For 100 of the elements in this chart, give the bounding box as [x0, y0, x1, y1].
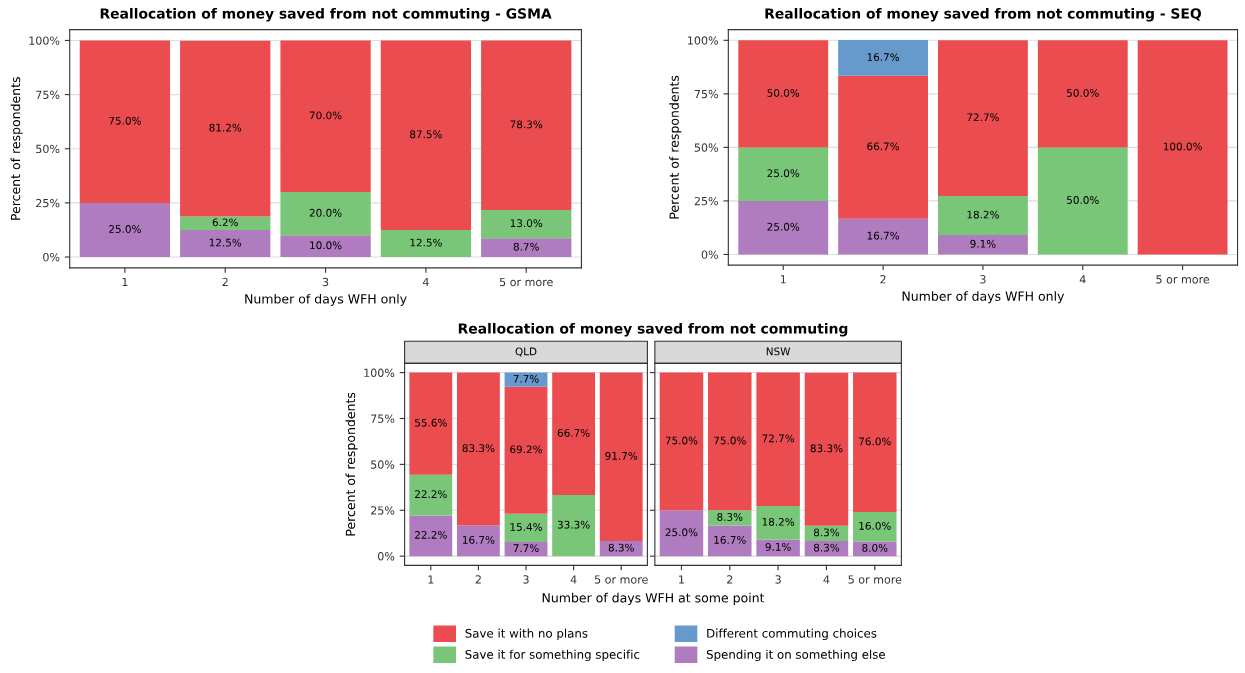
bar	[380, 229, 472, 258]
x-tick-label: 4	[823, 575, 830, 584]
bar	[659, 510, 704, 557]
x-tick-label: 3	[523, 575, 529, 584]
data-label: 16.7%	[867, 231, 900, 240]
chart-subtitle: QLD	[515, 347, 537, 357]
data-label: 8.3%	[813, 528, 840, 537]
x-tick-label: 3	[980, 275, 986, 284]
data-label: 8.3%	[608, 543, 634, 552]
x-tick-label: 3	[775, 575, 781, 584]
bar	[280, 40, 371, 193]
x-tick-label: 4	[422, 277, 429, 287]
data-label: 81.2%	[209, 123, 242, 132]
data-label: 75.0%	[665, 436, 698, 445]
bar	[504, 542, 548, 557]
bar	[552, 495, 596, 557]
data-label: 87.5%	[410, 130, 442, 139]
bar	[380, 40, 472, 230]
x-tick-label: 3	[322, 277, 329, 287]
y-tick-label: 75%	[36, 90, 60, 99]
bar	[738, 147, 829, 201]
bar	[804, 372, 849, 526]
data-label: 100.0%	[1163, 142, 1202, 151]
bar	[280, 235, 371, 258]
x-tick-label: 2	[880, 275, 886, 284]
data-label: 76.0%	[859, 437, 891, 446]
data-label: 50.0%	[767, 89, 800, 97]
y-tick-label: 0%	[378, 552, 395, 561]
data-label: 12.5%	[410, 238, 442, 247]
bar	[504, 386, 548, 514]
bar	[409, 372, 453, 475]
legend-label: Spending it on something else	[706, 649, 886, 662]
data-label: 16.7%	[714, 535, 746, 544]
x-axis-title: Number of days WFH only	[245, 293, 407, 306]
x-tick-label: 1	[780, 275, 786, 284]
bar	[1037, 40, 1128, 148]
bar	[180, 216, 271, 230]
y-tick-label: 25%	[371, 506, 395, 515]
data-label: 22.2%	[415, 490, 447, 499]
data-label: 8.3%	[717, 513, 743, 521]
data-label: 83.3%	[810, 444, 843, 453]
bar	[659, 372, 704, 511]
y-tick-label: 100%	[364, 368, 395, 377]
bar	[938, 196, 1028, 235]
y-axis-title: Percent of respondents	[345, 392, 358, 536]
x-tick-label: 2	[222, 277, 228, 287]
data-label: 55.6%	[415, 418, 447, 427]
data-label: 50.0%	[1067, 89, 1099, 97]
data-label: 22.2%	[415, 530, 447, 539]
data-label: 25.0%	[109, 225, 141, 233]
data-label: 7.7%	[513, 544, 539, 553]
data-label: 18.2%	[967, 210, 999, 219]
x-tick-label: 5 or more	[499, 277, 553, 287]
y-tick-label: 50%	[36, 144, 60, 154]
y-tick-label: 25%	[694, 196, 718, 206]
y-axis-title: Percent of respondents	[10, 77, 23, 220]
bar	[853, 512, 897, 542]
bar	[738, 40, 829, 148]
bar	[456, 372, 500, 526]
data-label: 15.4%	[510, 523, 542, 531]
y-tick-label: 100%	[688, 36, 718, 45]
bar	[708, 372, 752, 511]
data-label: 9.1%	[765, 542, 791, 551]
data-label: 66.7%	[867, 142, 900, 151]
y-tick-label: 75%	[371, 414, 395, 423]
data-label: 78.3%	[510, 120, 543, 129]
x-tick-label: 5 or more	[594, 575, 648, 584]
bar	[853, 541, 897, 557]
data-label: 25.0%	[767, 169, 800, 178]
x-tick-label: 5 or more	[848, 575, 902, 584]
chart-title: Reallocation of money saved from not commuting - SEQ	[765, 7, 1202, 22]
bar	[481, 238, 572, 258]
data-label: 13.0%	[510, 219, 543, 228]
data-label: 16.0%	[859, 521, 891, 530]
bar	[280, 192, 371, 236]
data-label: 83.3%	[462, 444, 495, 453]
x-tick-label: 4	[1079, 275, 1086, 284]
bar	[853, 372, 897, 513]
data-label: 16.7%	[867, 53, 900, 62]
x-tick-label: 2	[727, 575, 733, 584]
data-label: 8.3%	[813, 543, 840, 552]
data-label: 6.2%	[212, 218, 238, 227]
data-label: 91.7%	[605, 451, 638, 460]
data-label: 18.2%	[762, 517, 795, 526]
x-tick-label: 1	[679, 575, 684, 584]
legend-label: Save it for something specific	[465, 649, 640, 662]
bar	[456, 525, 500, 557]
bar	[481, 210, 572, 239]
bar	[838, 40, 929, 76]
y-axis-title: Percent of respondents	[669, 75, 682, 219]
y-tick-label: 75%	[694, 89, 718, 99]
chart-title: Reallocation of money saved from not commuting - GSMA	[100, 7, 552, 22]
legend-label: Different commuting choices	[707, 628, 877, 641]
data-label: 72.7%	[967, 113, 999, 122]
data-label: 70.0%	[309, 111, 342, 120]
bar	[1137, 40, 1228, 255]
y-tick-label: 50%	[694, 143, 718, 152]
data-label: 75.0%	[714, 436, 746, 445]
bar	[756, 506, 800, 540]
chart-subtitle: NSW	[766, 347, 791, 356]
